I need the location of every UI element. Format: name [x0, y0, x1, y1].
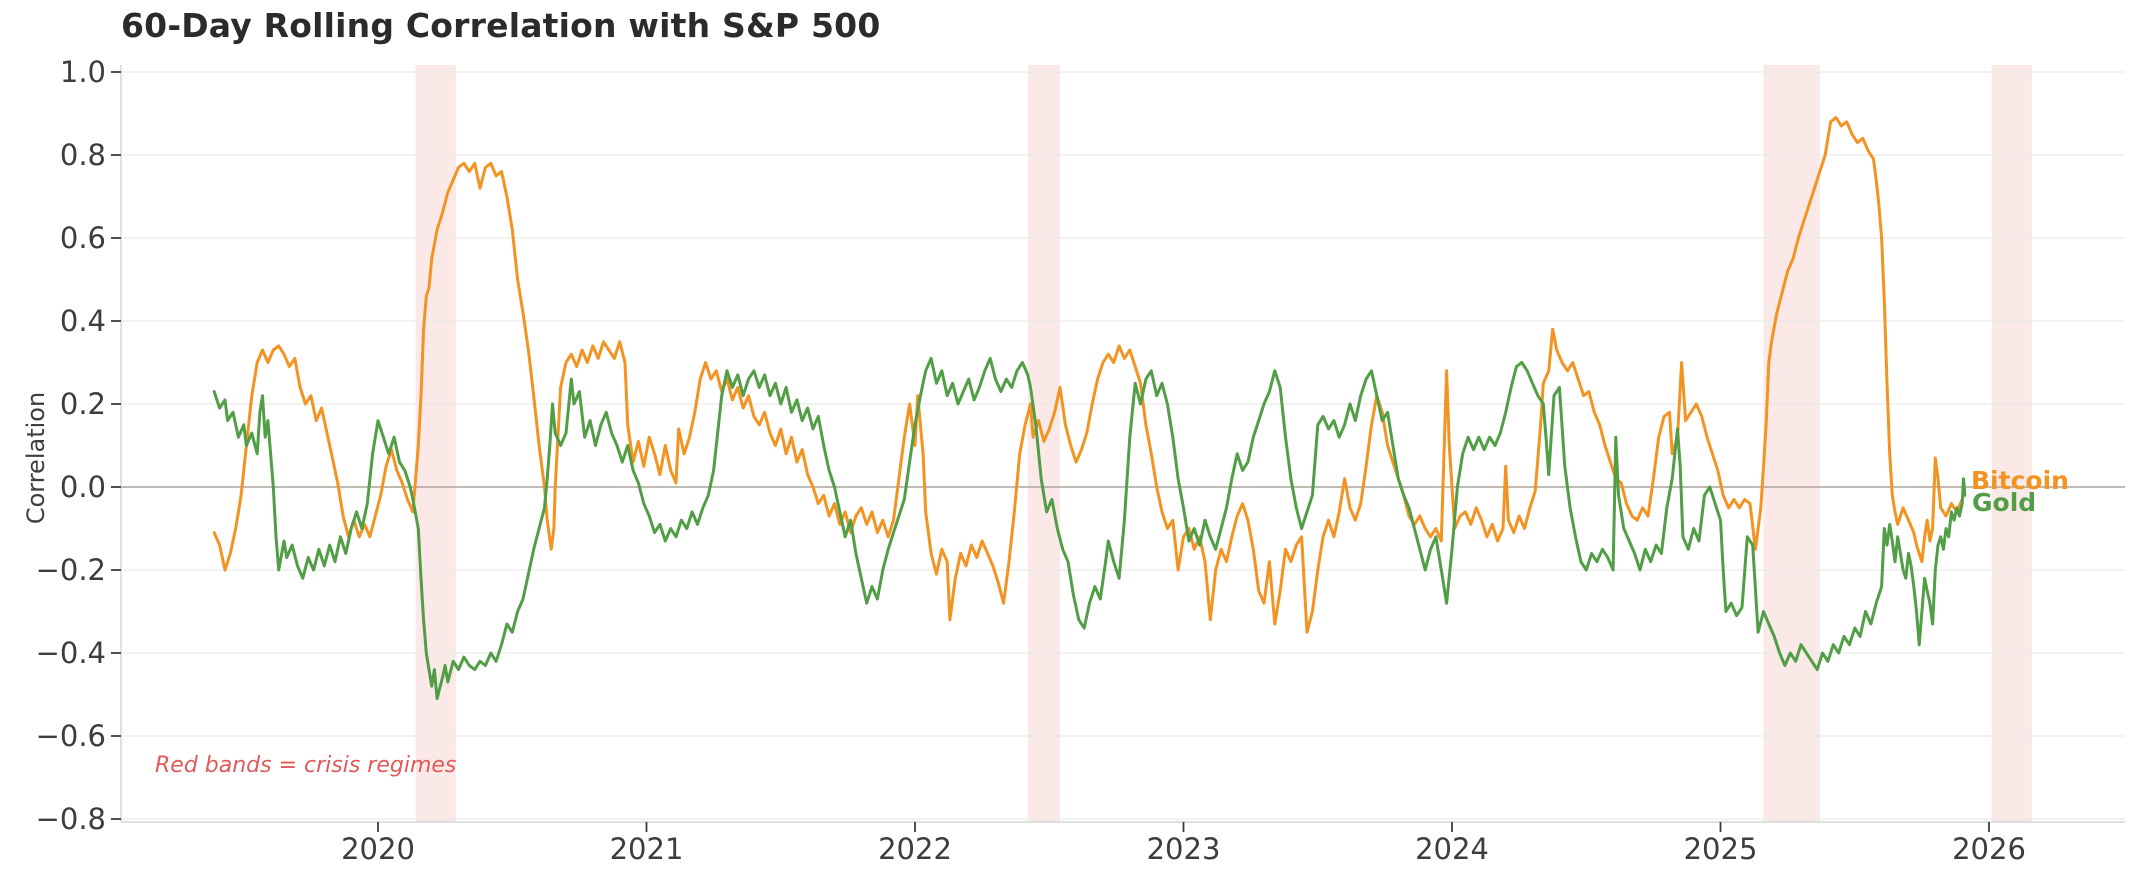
- x-tick-label: 2020: [341, 832, 415, 866]
- series-label-gold: Gold: [1972, 488, 2037, 517]
- crisis-band: [1991, 65, 2032, 822]
- crisis-band: [1027, 65, 1060, 822]
- x-tick-label: 2025: [1683, 832, 1758, 866]
- y-tick-label: −0.4: [35, 636, 106, 670]
- series-label-bitcoin: Bitcoin: [1971, 466, 2069, 495]
- chart-title: 60-Day Rolling Correlation with S&P 500: [121, 6, 881, 45]
- crisis-band: [1763, 65, 1820, 822]
- series-line-gold: [212, 356, 1967, 701]
- y-tick-label: −0.8: [35, 802, 106, 836]
- y-tick-label: −0.2: [35, 553, 106, 587]
- x-tick-label: 2024: [1415, 832, 1489, 866]
- series-line-bitcoin: [212, 116, 1967, 634]
- y-tick-label: 0.8: [59, 138, 106, 172]
- x-tick-label: 2023: [1146, 832, 1221, 866]
- y-tick-label: 0.0: [59, 470, 106, 504]
- y-tick-label: −0.6: [35, 719, 106, 753]
- x-tick-label: 2022: [878, 832, 952, 866]
- crisis-band: [415, 65, 456, 822]
- y-tick-label: 0.4: [59, 304, 106, 338]
- crisis-bands-annotation: Red bands = crisis regimes: [155, 753, 457, 778]
- y-tick-label: 0.2: [59, 387, 106, 421]
- y-tick-label: 0.6: [59, 221, 106, 255]
- x-tick-label: 2026: [1952, 832, 2026, 866]
- y-tick-label: 1.0: [59, 55, 106, 89]
- x-tick-label: 2021: [609, 832, 684, 866]
